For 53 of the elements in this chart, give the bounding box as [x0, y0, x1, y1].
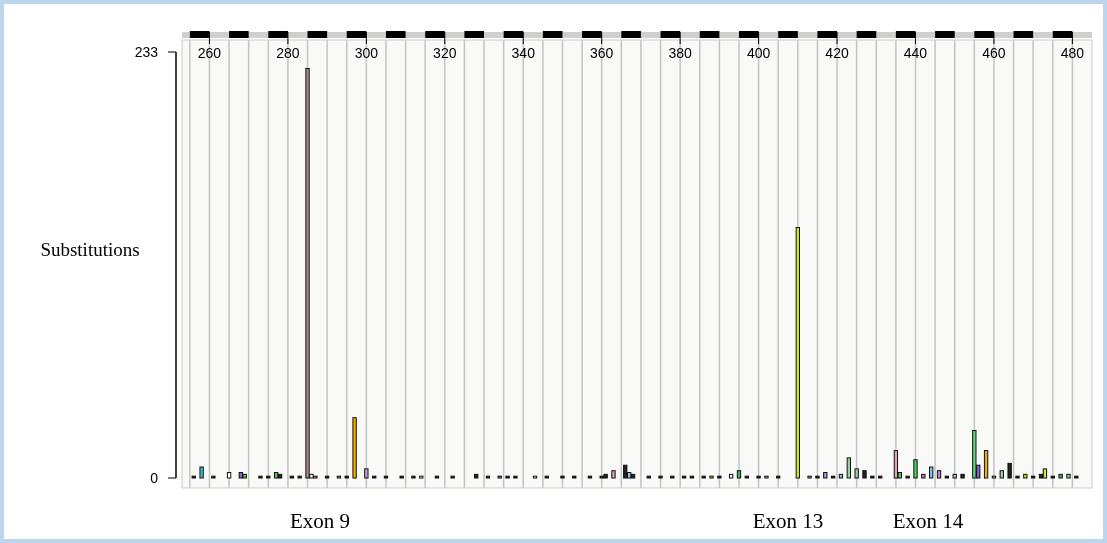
- bar: [854, 468, 859, 479]
- bar: [913, 459, 918, 479]
- bar: [1058, 473, 1063, 479]
- x-tick-label: 280: [276, 45, 300, 61]
- bar: [352, 417, 357, 479]
- bar: [305, 67, 310, 479]
- bar: [999, 470, 1004, 479]
- bar: [623, 464, 628, 479]
- x-tick-label: 380: [668, 45, 693, 61]
- bar: [846, 457, 851, 479]
- bar: [795, 227, 800, 479]
- bar: [242, 473, 247, 479]
- x-tick-label: 400: [746, 45, 771, 61]
- bar: [277, 473, 283, 479]
- bar: [630, 473, 636, 479]
- bar: [972, 429, 977, 479]
- bar: [728, 473, 734, 479]
- text: Exon 13: [752, 509, 824, 533]
- bar: [1042, 468, 1048, 479]
- bar: [1007, 462, 1012, 479]
- bar: [474, 473, 479, 479]
- x-tick-label: 420: [825, 45, 849, 61]
- text: Exon 14: [892, 509, 964, 533]
- bar: [1023, 473, 1028, 479]
- bar: [364, 468, 369, 479]
- bar: [611, 470, 616, 479]
- bar: [1066, 473, 1071, 479]
- y-axis-title: Substitutions: [40, 239, 140, 260]
- bar: [952, 473, 957, 479]
- x-tick-label: 260: [197, 45, 222, 61]
- bar: [862, 470, 867, 479]
- bar: [273, 472, 279, 479]
- bar: [199, 466, 204, 479]
- x-tick-label: 320: [433, 45, 457, 61]
- bar: [983, 450, 989, 479]
- x-tick-label: 340: [511, 45, 536, 61]
- bar: [929, 466, 934, 479]
- y-tick-label: 0: [150, 470, 159, 486]
- bar: [226, 472, 232, 479]
- bar: [823, 472, 828, 479]
- bar: [838, 473, 844, 479]
- y-tick-label: 233: [134, 44, 159, 60]
- x-tick-label: 300: [354, 45, 379, 61]
- bar: [736, 470, 742, 479]
- x-tick-label: 360: [590, 45, 614, 61]
- bar: [921, 473, 926, 479]
- text: Exon 9: [289, 509, 351, 533]
- bar: [603, 473, 608, 479]
- bar: [936, 470, 942, 479]
- x-tick-label: 460: [982, 45, 1006, 61]
- x-tick-label: 440: [903, 45, 928, 61]
- x-tick-label: 480: [1060, 45, 1085, 61]
- bar: [960, 473, 965, 479]
